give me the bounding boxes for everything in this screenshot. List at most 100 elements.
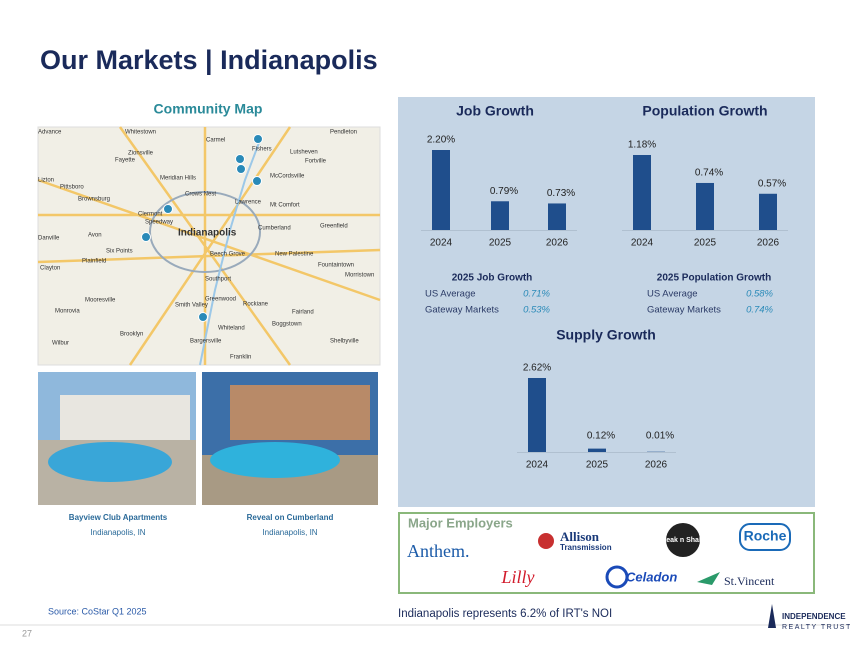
employer: Roche <box>744 528 787 544</box>
map-label: Shelbyville <box>330 339 359 345</box>
bar <box>633 155 651 230</box>
bar <box>759 193 777 230</box>
map-label: Clayton <box>40 266 60 272</box>
chart-panel <box>398 97 815 507</box>
employer: Anthem. <box>407 541 470 561</box>
map-label: Greenwood <box>205 297 236 303</box>
x-tick-label: 2025 <box>694 238 717 249</box>
map-label: Whiteland <box>218 326 245 332</box>
row-label: Gateway Markets <box>647 305 721 316</box>
source: Source: CoStar Q1 2025 <box>48 606 147 616</box>
x-tick-label: 2024 <box>526 460 549 471</box>
employer: St.Vincent <box>724 574 775 588</box>
map <box>37 126 381 366</box>
logo-mark <box>697 572 720 585</box>
map-label: Smith Valley <box>175 303 208 309</box>
x-tick-label: 2026 <box>645 460 668 471</box>
data-label: 0.79% <box>490 186 518 197</box>
bar <box>491 201 509 230</box>
map-label: Carmel <box>206 138 225 144</box>
data-label: 2.62% <box>523 363 551 374</box>
logo-text: REALTY TRUST <box>782 624 850 631</box>
row-value: 0.74% <box>746 305 773 316</box>
map-label: Cumberland <box>258 226 291 232</box>
map-pin <box>235 154 245 164</box>
map-label: Rockiane <box>243 302 269 308</box>
row-value: 0.58% <box>746 289 773 300</box>
map-title: Community Map <box>154 101 263 117</box>
map-pin <box>163 204 173 214</box>
map-pin <box>141 232 151 242</box>
row-label: US Average <box>647 289 698 300</box>
x-tick-label: 2026 <box>757 238 780 249</box>
employer: Celadon <box>626 569 677 584</box>
map-pin <box>252 176 262 186</box>
x-tick-label: 2025 <box>489 238 512 249</box>
map-label: Beech Grove <box>210 252 246 258</box>
map-label: Fishers <box>252 147 272 153</box>
data-label: 2.20% <box>427 135 455 146</box>
property-name: Reveal on Cumberland <box>247 513 334 522</box>
photo <box>38 372 196 505</box>
logo-text: INDEPENDENCE <box>782 612 846 621</box>
map-label: Mooresville <box>85 298 116 304</box>
map-pin <box>236 164 246 174</box>
x-tick-label: 2025 <box>586 460 609 471</box>
chart-title: Supply Growth <box>556 327 656 343</box>
bar <box>432 150 450 230</box>
map-label: Meridian Hills <box>160 176 196 182</box>
map-label: Clermont <box>138 212 163 218</box>
map-label: Monrovia <box>55 309 80 315</box>
row-value: 0.71% <box>523 289 550 300</box>
map-label: Fairland <box>292 310 314 316</box>
page-number: 27 <box>22 628 32 638</box>
map-label: McCordsville <box>270 174 305 180</box>
map-label: Advance <box>38 130 62 136</box>
table-title: 2025 Population Growth <box>657 273 771 284</box>
logo-mark <box>538 533 554 549</box>
map-label: Pendleton <box>330 130 357 136</box>
logo-icon <box>768 604 776 628</box>
map-label: Lawrence <box>235 200 262 206</box>
map-pin <box>198 312 208 322</box>
data-label: 0.74% <box>695 168 723 179</box>
row-label: Gateway Markets <box>425 305 499 316</box>
map-label: Lizton <box>38 178 54 184</box>
map-label: Plainfield <box>82 259 106 265</box>
data-label: 0.57% <box>758 178 786 189</box>
map-label: Greenfield <box>320 224 348 230</box>
bar <box>528 378 546 452</box>
bar <box>548 203 566 230</box>
map-label: Avon <box>88 233 102 239</box>
property-location: Indianapolis, IN <box>90 528 145 537</box>
map-label: Crows Nest <box>185 192 216 198</box>
map-label: Brownsburg <box>78 197 110 203</box>
map-label: Brooklyn <box>120 332 143 338</box>
map-label: Morristown <box>345 273 374 279</box>
map-label: Six Points <box>106 249 133 255</box>
property-location: Indianapolis, IN <box>262 528 317 537</box>
map-label: Speedway <box>145 220 173 226</box>
property-name: Bayview Club Apartments <box>69 513 168 522</box>
map-label: New Palestine <box>275 252 314 258</box>
map-label: Franklin <box>230 355 251 361</box>
employer: Lilly <box>500 567 534 587</box>
map-label: Whitestown <box>125 130 156 136</box>
map-label: Mt Comfort <box>270 203 300 209</box>
map-label: Danville <box>38 236 60 242</box>
data-label: 0.01% <box>646 431 674 442</box>
chart-title: Job Growth <box>456 103 534 119</box>
photo <box>202 372 378 505</box>
map-label: Lutsheven <box>290 150 318 156</box>
x-tick-label: 2024 <box>631 238 654 249</box>
map-label: Indianapolis <box>178 228 237 239</box>
map-label: Pittsboro <box>60 185 84 191</box>
map-label: Wilbur <box>52 341 69 347</box>
x-tick-label: 2024 <box>430 238 453 249</box>
map-label: Bargersville <box>190 339 222 345</box>
data-label: 1.18% <box>628 140 656 151</box>
bar <box>588 448 606 452</box>
data-label: 0.73% <box>547 188 575 199</box>
row-label: US Average <box>425 289 476 300</box>
